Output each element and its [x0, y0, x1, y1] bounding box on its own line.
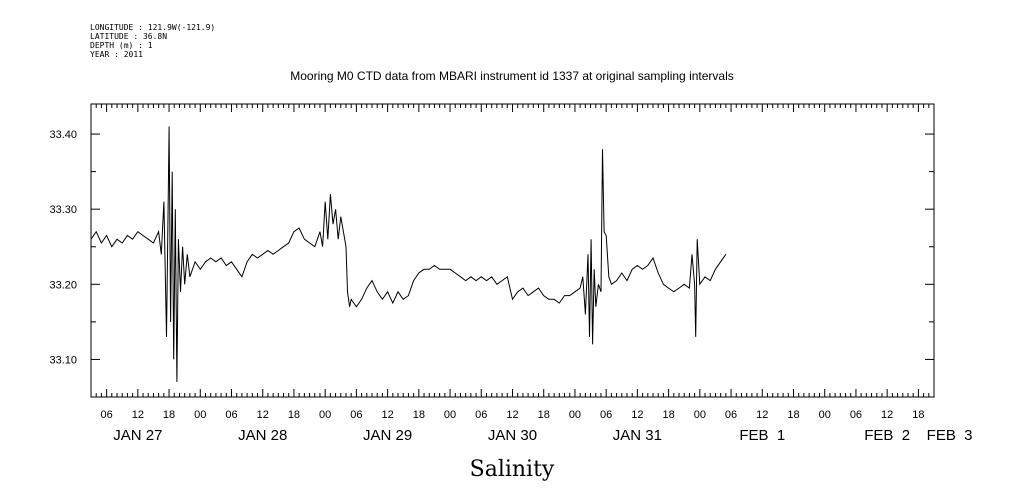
x-hour-label: 06 — [225, 409, 237, 421]
x-hour-label: 18 — [538, 409, 550, 421]
x-hour-label: 00 — [194, 409, 206, 421]
x-hour-label: 12 — [132, 409, 144, 421]
x-hour-label: 06 — [475, 409, 487, 421]
x-hour-label: 06 — [100, 409, 112, 421]
meta-year: YEAR : 2011 — [90, 50, 143, 59]
series-layer — [90, 126, 727, 383]
x-hour-label: 18 — [163, 409, 175, 421]
x-hour-label: 06 — [725, 409, 737, 421]
x-hour-label: 18 — [288, 409, 300, 421]
x-axis: 06 12 18 00 06 12 18 00 06 12 18 00 06 12 18 00 06 12 18 00… — [90, 104, 973, 444]
x-hour-label: 18 — [662, 409, 674, 421]
y-tick-label: 33.30 — [49, 204, 77, 216]
meta-latitude: LATITUDE : 36.8N — [90, 32, 167, 41]
x-hour-label: 00 — [819, 409, 831, 421]
x-hour-label: 12 — [381, 409, 393, 421]
x-hour-label: 12 — [506, 409, 518, 421]
x-day-label: JAN 29 — [363, 427, 412, 444]
y-axis: 33.10 33.20 33.30 33.40 — [49, 129, 934, 398]
meta-info: LONGITUDE : 121.9W(-121.9) LATITUDE : 36… — [90, 23, 215, 59]
plot-frame — [90, 103, 935, 398]
x-hour-label: 00 — [444, 409, 456, 421]
x-day-label: FEB 2 — [864, 427, 910, 444]
salinity-series-line — [90, 126, 727, 383]
x-hour-label: 12 — [881, 409, 893, 421]
x-day-label: JAN 27 — [113, 427, 162, 444]
y-tick-label: 33.40 — [49, 129, 77, 141]
meta-longitude: LONGITUDE : 121.9W(-121.9) — [90, 23, 215, 32]
x-hour-label: 12 — [631, 409, 643, 421]
x-hour-label: 12 — [756, 409, 768, 421]
meta-depth: DEPTH (m) : 1 — [90, 41, 153, 50]
x-hour-label: 00 — [319, 409, 331, 421]
y-tick-label: 33.10 — [49, 354, 77, 366]
x-day-label: JAN 30 — [488, 427, 537, 444]
x-day-label: FEB 1 — [739, 427, 785, 444]
x-hour-label: 00 — [694, 409, 706, 421]
x-day-label: JAN 31 — [613, 427, 662, 444]
x-day-label: JAN 28 — [238, 427, 287, 444]
x-hour-label: 18 — [787, 409, 799, 421]
x-hour-label: 06 — [850, 409, 862, 421]
x-hour-label: 18 — [413, 409, 425, 421]
x-axis-label: Salinity — [470, 457, 555, 482]
x-day-label: FEB 3 — [927, 427, 973, 444]
y-tick-label: 33.20 — [49, 279, 77, 291]
x-hour-label: 06 — [350, 409, 362, 421]
chart-title: Mooring M0 CTD data from MBARI instrumen… — [290, 69, 734, 83]
x-hour-label: 06 — [600, 409, 612, 421]
x-hour-label: 18 — [912, 409, 924, 421]
x-hour-label: 00 — [569, 409, 581, 421]
x-hour-label: 12 — [257, 409, 269, 421]
